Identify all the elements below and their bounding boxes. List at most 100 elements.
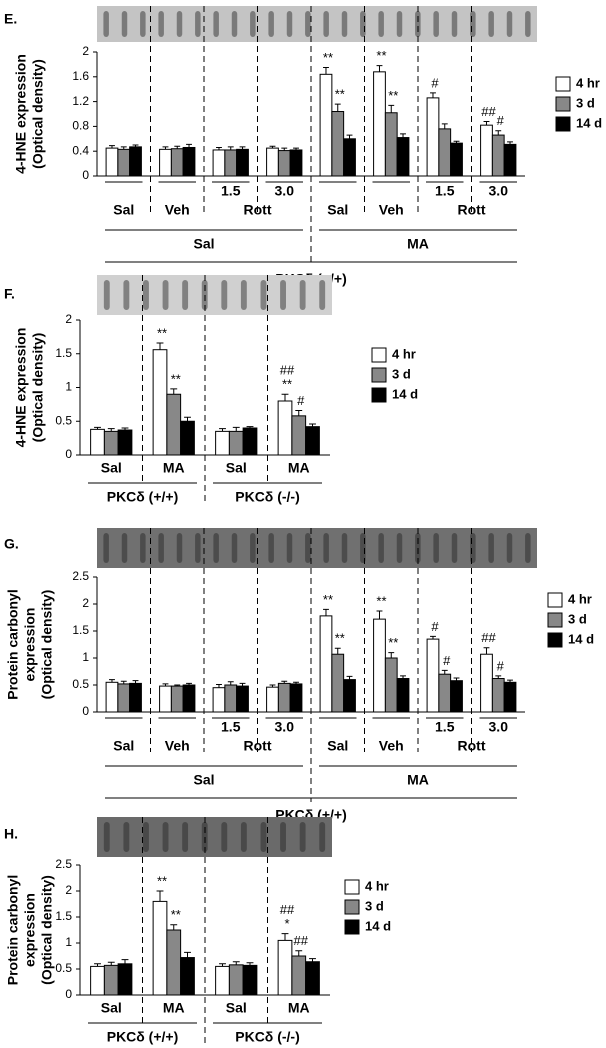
y-tick-label: 1 <box>65 380 72 394</box>
bar <box>291 955 307 996</box>
bar <box>450 142 463 177</box>
y-tick-label: 2 <box>65 312 72 326</box>
bar <box>180 420 195 456</box>
bar <box>266 147 279 177</box>
significance-mark: ** <box>323 50 333 65</box>
y-tick-label: 0 <box>82 168 89 182</box>
blot-lane <box>162 822 169 852</box>
bar <box>291 415 307 456</box>
blot-lane <box>121 11 128 37</box>
error-bar <box>293 681 299 684</box>
blot-lane <box>360 11 366 37</box>
blot-lane <box>221 822 228 852</box>
bar <box>289 683 303 713</box>
significance-mark: ## <box>294 933 309 948</box>
bar <box>305 961 320 996</box>
bar <box>129 146 142 177</box>
bar <box>373 71 386 177</box>
error-bar <box>121 427 129 431</box>
blot-lane <box>176 11 183 37</box>
bar <box>277 939 293 996</box>
blot-lane <box>250 533 256 563</box>
blot-lane <box>158 11 164 37</box>
significance-mark: ** <box>388 88 398 103</box>
treatment-label: Veh <box>379 738 404 754</box>
bar <box>215 965 230 996</box>
blot-lane <box>470 533 476 563</box>
x-tick-label: 1.5 <box>221 183 241 199</box>
y-tick-label: 0 <box>65 987 72 1001</box>
blot-lane <box>103 11 109 37</box>
error-bar <box>246 962 254 966</box>
legend-label: 4 hr <box>576 75 600 90</box>
treatment-label: Rott <box>244 202 272 218</box>
significance-mark: ** <box>323 592 333 607</box>
error-bar <box>269 145 276 149</box>
blot-lane <box>396 11 403 37</box>
bar <box>152 349 168 456</box>
blot-lane <box>195 533 201 563</box>
blot-lane <box>176 533 183 563</box>
bar <box>480 653 493 713</box>
error-bar <box>174 145 181 149</box>
bar <box>103 430 119 456</box>
blot-lane <box>140 533 146 563</box>
panel-label: G. <box>4 536 19 552</box>
drug-label: MA <box>407 236 429 252</box>
bar <box>331 111 345 177</box>
blot <box>97 275 332 315</box>
error-bar <box>281 680 288 684</box>
bar <box>117 963 133 996</box>
bar <box>152 900 168 996</box>
bar <box>105 681 119 713</box>
error-bar <box>239 682 246 687</box>
treatment-label: Veh <box>379 202 404 218</box>
bar <box>277 400 293 456</box>
blot-lane <box>299 822 306 852</box>
y-axis-label: 4-HNE expression <box>13 54 29 174</box>
x-tick-label: 1.5 <box>221 719 241 735</box>
legend-swatch <box>547 612 563 628</box>
treatment-label: Sal <box>327 202 348 218</box>
error-bar <box>162 683 169 687</box>
error-bar <box>323 67 329 75</box>
error-bar <box>430 635 436 640</box>
error-bar <box>174 684 181 687</box>
significance-mark: ** <box>157 873 167 888</box>
significance-mark: ** <box>376 593 386 608</box>
error-bar <box>219 963 226 967</box>
blot-lane <box>525 533 531 563</box>
error-bar <box>334 103 341 112</box>
treatment-label: Rott <box>458 738 486 754</box>
bar <box>103 964 119 996</box>
error-bar <box>232 426 240 432</box>
y-tick-label: 1 <box>65 935 72 949</box>
blot-lane <box>260 822 267 852</box>
treatment-label: Veh <box>165 738 190 754</box>
blot-lane <box>140 11 146 37</box>
treatment-label: Veh <box>165 202 190 218</box>
bar <box>343 138 356 177</box>
significance-mark: # <box>497 658 505 673</box>
blot-lane <box>488 533 494 563</box>
x-tick-label: Sal <box>226 1000 247 1016</box>
blot-lane <box>143 822 149 852</box>
bar <box>426 97 440 177</box>
blot-lane <box>182 822 189 852</box>
error-bar <box>170 924 178 930</box>
blot-lane <box>525 11 531 37</box>
error-bar <box>246 426 254 428</box>
blot-lane <box>121 533 128 563</box>
bar <box>215 430 230 456</box>
bar <box>212 149 226 177</box>
y-tick-label: 0.5 <box>55 413 72 427</box>
bar <box>384 112 398 177</box>
blot-lane <box>221 280 228 310</box>
bar <box>182 146 196 177</box>
blot-lane <box>319 822 326 852</box>
error-bar <box>507 679 513 683</box>
panel-label: F. <box>4 286 15 302</box>
bar <box>90 965 105 996</box>
x-tick-label: 1.5 <box>435 183 455 199</box>
bar <box>170 685 184 713</box>
